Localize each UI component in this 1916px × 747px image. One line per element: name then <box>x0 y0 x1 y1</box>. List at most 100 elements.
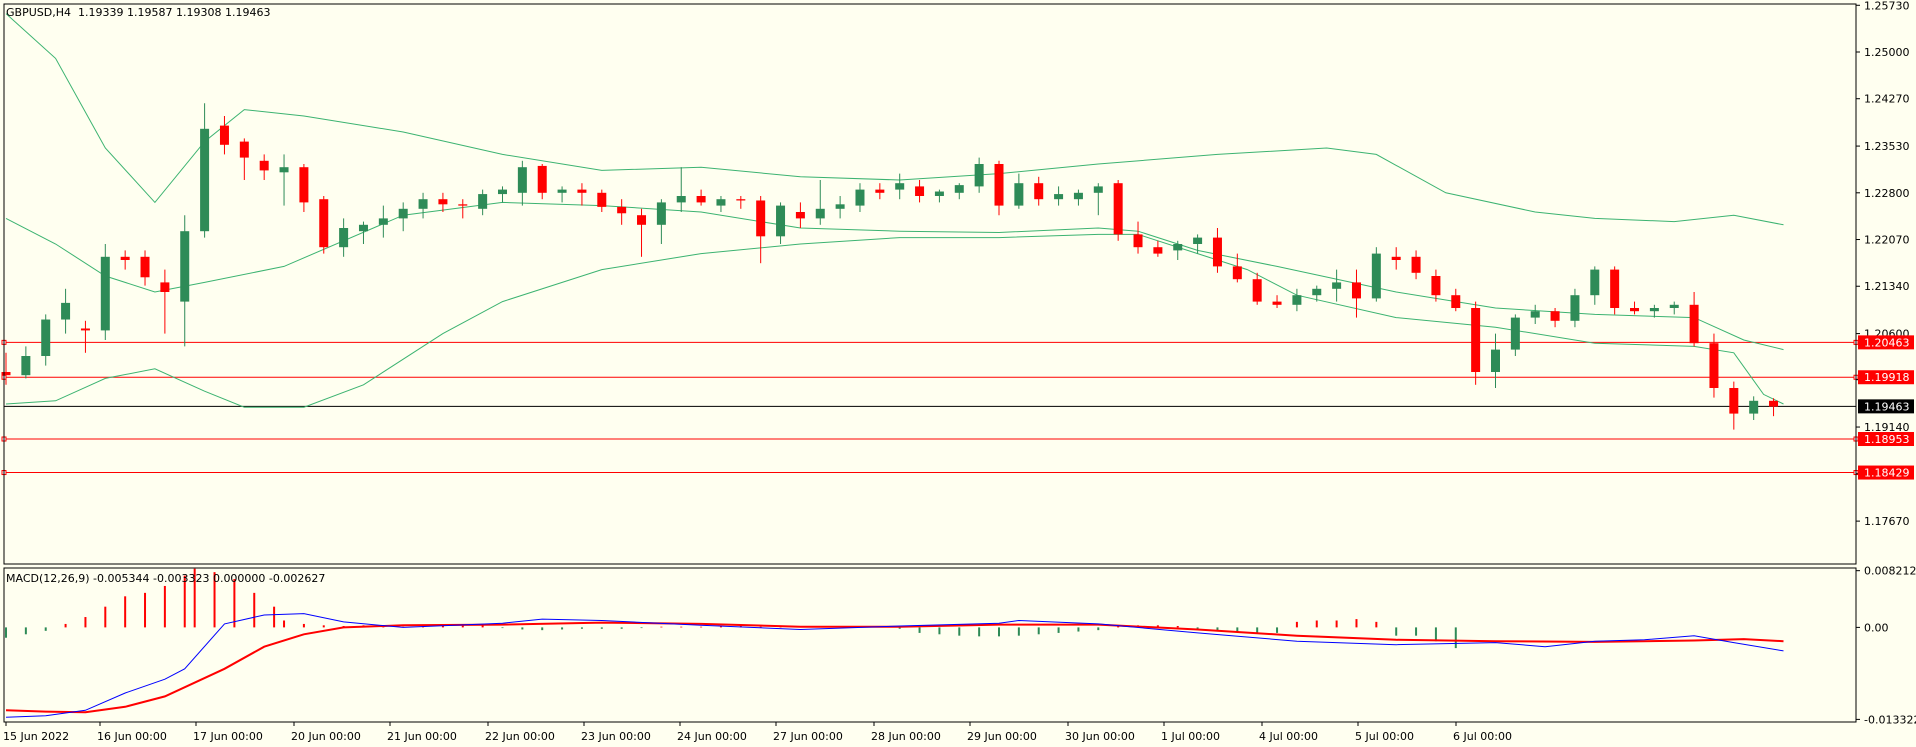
candle-body[interactable] <box>61 302 71 320</box>
candle-body[interactable] <box>319 199 329 248</box>
candle-body[interactable] <box>597 192 607 207</box>
candle-body[interactable] <box>339 228 349 248</box>
candle-body[interactable] <box>915 186 925 196</box>
candle-body[interactable] <box>418 199 428 209</box>
price-pane[interactable] <box>1 13 1859 476</box>
candle-body[interactable] <box>835 204 845 209</box>
macd-pane[interactable] <box>5 568 1784 718</box>
candle-body[interactable] <box>954 185 964 193</box>
candle-body[interactable] <box>1431 276 1441 296</box>
candle-body[interactable] <box>1232 266 1242 280</box>
candle-body[interactable] <box>1769 400 1779 407</box>
candle-body[interactable] <box>537 165 547 193</box>
candle-body[interactable] <box>1133 234 1143 248</box>
candle-body[interactable] <box>1729 388 1739 414</box>
macd-tick-label: -0.013322 <box>1864 713 1916 726</box>
candle-body[interactable] <box>498 189 507 195</box>
candle-body[interactable] <box>1113 183 1123 235</box>
candle-body[interactable] <box>1649 308 1659 312</box>
candle-body[interactable] <box>1630 308 1640 312</box>
candle-body[interactable] <box>219 125 229 145</box>
candle-body[interactable] <box>1371 253 1381 299</box>
candle-body[interactable] <box>676 196 686 203</box>
candle-body[interactable] <box>557 189 567 193</box>
candle-body[interactable] <box>617 206 627 214</box>
candle-body[interactable] <box>1451 295 1461 308</box>
candle-body[interactable] <box>438 199 448 205</box>
candle-body[interactable] <box>1709 343 1719 388</box>
candle-body[interactable] <box>974 164 984 187</box>
candle-body[interactable] <box>1550 311 1560 321</box>
price-tick-label: 1.22800 <box>1864 187 1910 200</box>
candle-body[interactable] <box>1471 308 1481 372</box>
candle-body[interactable] <box>398 208 408 219</box>
candle-body[interactable] <box>478 194 488 209</box>
candle-body[interactable] <box>1252 279 1262 302</box>
candle-body[interactable] <box>358 224 368 232</box>
candle-body[interactable] <box>1034 183 1044 200</box>
candle-body[interactable] <box>1590 269 1600 296</box>
candle-body[interactable] <box>1312 288 1322 296</box>
candle-body[interactable] <box>1689 304 1699 344</box>
candle-body[interactable] <box>1610 269 1620 308</box>
candle-body[interactable] <box>517 167 527 193</box>
candle-body[interactable] <box>1530 311 1540 318</box>
candle-body[interactable] <box>875 189 885 193</box>
time-tick-label: 20 Jun 00:00 <box>291 730 361 743</box>
candle-body[interactable] <box>1491 349 1500 372</box>
candle-body[interactable] <box>1510 317 1520 350</box>
candle-body[interactable] <box>716 199 726 206</box>
candle-body[interactable] <box>1669 304 1679 308</box>
candle-body[interactable] <box>895 183 905 190</box>
time-tick-label: 1 Jul 00:00 <box>1161 730 1220 743</box>
candle-body[interactable] <box>1570 295 1580 321</box>
candle-body[interactable] <box>994 164 1004 206</box>
candle-body[interactable] <box>1193 237 1203 244</box>
candle-body[interactable] <box>756 200 766 237</box>
candle-body[interactable] <box>736 199 746 201</box>
candle-body[interactable] <box>80 328 90 331</box>
candle-body[interactable] <box>1332 282 1342 289</box>
candle-body[interactable] <box>1411 256 1421 273</box>
candle-body[interactable] <box>1351 282 1361 299</box>
candle-body[interactable] <box>1272 301 1282 305</box>
macd-title: MACD(12,26,9) -0.005344 -0.003323 0.0000… <box>6 572 325 585</box>
candle-body[interactable] <box>378 218 388 225</box>
candle-body[interactable] <box>200 128 210 232</box>
candle-body[interactable] <box>180 231 190 302</box>
candle-body[interactable] <box>696 196 706 203</box>
ohlc-header: 1.19339 1.19587 1.19308 1.19463 <box>78 6 270 19</box>
candle-body[interactable] <box>21 356 31 376</box>
price-tick-label: 1.25730 <box>1864 0 1910 12</box>
candle-body[interactable] <box>795 212 805 219</box>
candle-body[interactable] <box>1153 247 1163 254</box>
candle-body[interactable] <box>239 141 249 158</box>
candle-body[interactable] <box>299 167 309 203</box>
candle-body[interactable] <box>259 160 269 171</box>
candle-body[interactable] <box>1014 183 1024 206</box>
candle-body[interactable] <box>160 282 170 292</box>
candle-body[interactable] <box>1212 237 1222 267</box>
candle-body[interactable] <box>1292 295 1302 305</box>
candle-body[interactable] <box>934 191 944 196</box>
candle-body[interactable] <box>1391 256 1401 260</box>
candle-body[interactable] <box>279 167 289 173</box>
candle-body[interactable] <box>1054 194 1064 200</box>
candle-body[interactable] <box>577 189 587 193</box>
candle-body[interactable] <box>1749 400 1759 414</box>
candle-body[interactable] <box>100 256 110 331</box>
candle-body[interactable] <box>637 215 647 225</box>
candle-body[interactable] <box>656 202 666 225</box>
candle-body[interactable] <box>458 204 468 206</box>
candle-body[interactable] <box>1173 244 1183 251</box>
candle-body[interactable] <box>815 208 825 219</box>
candle-body[interactable] <box>41 319 51 356</box>
candle-body[interactable] <box>120 256 130 260</box>
candle-body[interactable] <box>1073 192 1083 200</box>
candle-body[interactable] <box>855 189 865 206</box>
candle-body[interactable] <box>140 256 150 278</box>
candle-body[interactable] <box>776 205 786 237</box>
candle-body[interactable] <box>1 372 11 376</box>
candle-body[interactable] <box>1093 186 1103 193</box>
